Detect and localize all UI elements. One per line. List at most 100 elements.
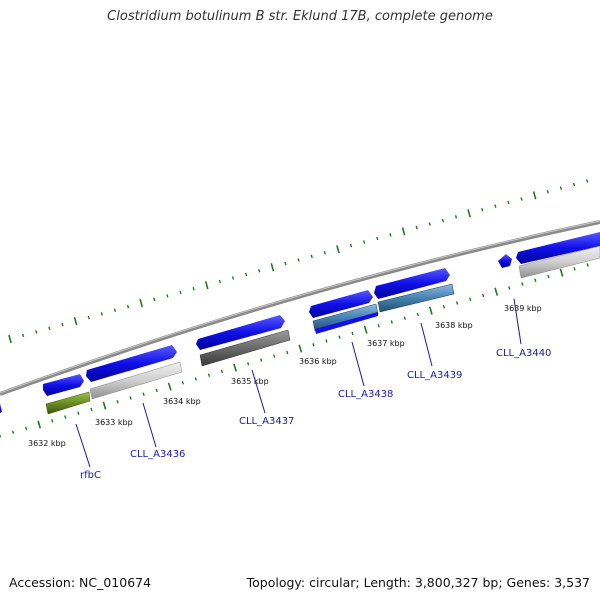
minor-tick [179, 290, 182, 295]
minor-tick [507, 200, 510, 205]
cds-arrow[interactable] [196, 315, 285, 350]
minor-tick [586, 179, 589, 183]
gene-rfbC-bar[interactable] [45, 391, 91, 415]
minor-tick [481, 208, 484, 212]
leader-line [513, 298, 522, 345]
cds-arrow[interactable] [374, 268, 450, 299]
minor-tick [323, 251, 326, 255]
leader-line [75, 423, 91, 468]
map-title: Clostridium botulinum B str. Eklund 17B,… [107, 9, 493, 24]
minor-tick [310, 254, 313, 259]
minor-tick [129, 396, 132, 400]
topology-text: Topology: circular; Length: 3,800,327 bp… [246, 575, 590, 590]
gene-feature-track [45, 245, 600, 415]
minor-tick [231, 276, 235, 280]
minor-tick [390, 320, 393, 324]
gene-CLL_A3440-bar[interactable] [518, 245, 600, 279]
minor-tick [416, 312, 419, 317]
minor-tick [113, 308, 117, 312]
minor-tick [194, 377, 197, 381]
kbp-label: 3636 kbp [299, 357, 337, 366]
major-tick [298, 344, 303, 353]
minor-tick [273, 354, 276, 358]
major-tick [429, 306, 433, 315]
leader-line [251, 369, 266, 414]
leader-line [420, 322, 433, 367]
minor-tick [546, 190, 549, 194]
gene-label-CLL_A3437[interactable]: CLL_A3437 [239, 416, 294, 427]
major-tick [401, 227, 406, 236]
gene-label-rfbC[interactable]: rfbC [80, 470, 101, 481]
major-tick [270, 263, 275, 272]
major-tick [139, 298, 143, 308]
minor-tick [22, 333, 25, 338]
major-tick [363, 325, 368, 334]
minor-tick [153, 297, 156, 302]
cds-arrow[interactable] [0, 403, 2, 414]
accession-text: Accession: NC_010674 [9, 575, 152, 590]
minor-tick [494, 204, 497, 208]
cds-arrow[interactable] [86, 345, 177, 382]
major-tick [467, 209, 471, 218]
tick-row-lower [0, 263, 589, 438]
major-tick [233, 363, 237, 372]
minor-tick [142, 392, 145, 396]
leader-line [351, 341, 365, 387]
minor-tick [376, 236, 379, 241]
gene-labels: rfbC CLL_A3436 CLL_A3437 CLL_A3438 CLL_A… [80, 348, 551, 481]
minor-tick [218, 279, 221, 284]
minor-tick [116, 400, 119, 404]
major-tick [8, 334, 12, 344]
minor-tick [521, 282, 524, 286]
minor-tick [469, 297, 472, 301]
minor-tick [415, 225, 418, 230]
minor-tick [508, 286, 511, 290]
minor-tick [441, 218, 444, 223]
minor-tick [377, 324, 380, 328]
gene-label-CLL_A3440[interactable]: CLL_A3440 [496, 348, 551, 359]
minor-tick [572, 182, 576, 187]
cds-arrow[interactable] [516, 232, 600, 264]
cds-arrow[interactable] [498, 254, 512, 268]
cds-arrow[interactable] [43, 374, 84, 396]
minor-tick [100, 312, 103, 316]
gene-CLL_A3436-bar[interactable] [89, 361, 183, 400]
minor-tick [126, 304, 130, 309]
kbp-label: 3635 kbp [231, 377, 269, 386]
kbp-label: 3639 kbp [504, 304, 542, 313]
minor-tick [586, 263, 589, 267]
minor-tick [220, 369, 224, 374]
minor-tick [51, 419, 54, 423]
leader-line [142, 402, 157, 448]
kbp-label: 3633 kbp [95, 418, 133, 427]
cds-arrow[interactable] [309, 290, 373, 318]
minor-tick [559, 186, 562, 190]
minor-tick [428, 222, 431, 226]
minor-tick [260, 358, 263, 362]
minor-tick [351, 331, 354, 336]
minor-tick [520, 197, 523, 201]
major-tick [73, 316, 78, 326]
gene-label-CLL_A3436[interactable]: CLL_A3436 [130, 449, 185, 460]
major-tick [494, 287, 499, 296]
gene-label-CLL_A3438[interactable]: CLL_A3438 [338, 389, 393, 400]
forward-cds-track [0, 232, 600, 414]
minor-tick [64, 415, 67, 419]
major-tick [532, 191, 537, 200]
minor-tick [35, 330, 38, 334]
gene-label-CLL_A3439[interactable]: CLL_A3439 [407, 370, 462, 381]
minor-tick [87, 315, 90, 320]
minor-tick [454, 215, 458, 219]
minor-tick [349, 243, 353, 248]
minor-tick [363, 240, 366, 244]
gene-CLL_A3439-bar[interactable] [377, 283, 455, 313]
minor-tick [192, 287, 195, 291]
gene-CLL_A3437-bar[interactable] [199, 329, 291, 367]
minor-tick [48, 326, 51, 330]
minor-tick [338, 335, 341, 339]
major-tick [336, 245, 340, 254]
major-tick [102, 401, 107, 410]
minor-tick [258, 269, 261, 273]
major-tick [167, 382, 172, 391]
